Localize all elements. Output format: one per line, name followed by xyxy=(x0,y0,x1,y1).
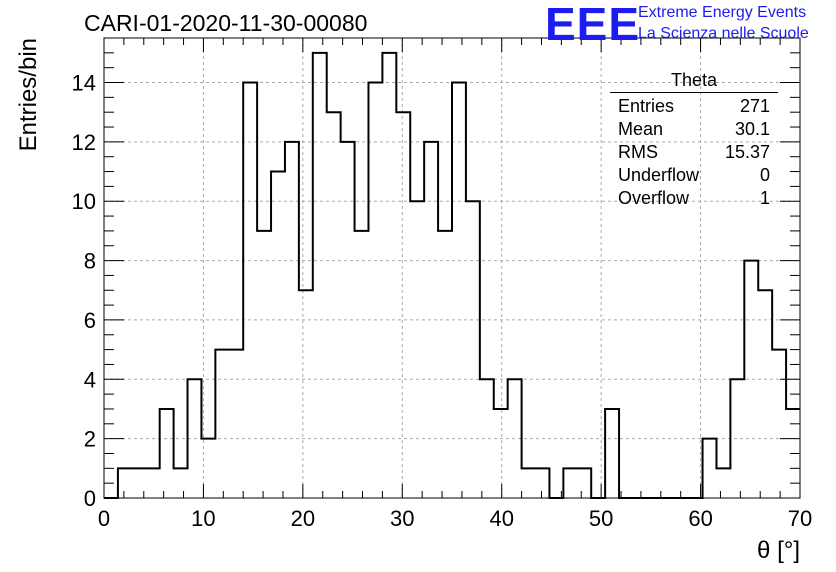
stats-title: Theta xyxy=(610,70,778,93)
x-axis-label: θ [°] xyxy=(757,537,800,564)
y-tick-label: 0 xyxy=(84,486,96,511)
plot-frame xyxy=(103,37,801,499)
stats-row-overflow: Overflow 1 xyxy=(618,188,770,208)
y-tick-label: 6 xyxy=(84,308,96,333)
y-tick-label: 4 xyxy=(84,367,96,392)
stats-row-rms: RMS 15.37 xyxy=(618,142,770,162)
x-tick-label: 30 xyxy=(390,506,414,531)
x-tick-label: 50 xyxy=(589,506,613,531)
x-tick-label: 40 xyxy=(489,506,513,531)
x-tick-label: 60 xyxy=(688,506,712,531)
y-tick-label: 10 xyxy=(72,189,96,214)
logo-line-2: La Scienza nelle Scuole xyxy=(638,25,809,42)
y-tick-label: 8 xyxy=(84,249,96,274)
eee-logo: EEE xyxy=(545,0,641,50)
x-tick-label: 0 xyxy=(98,506,110,531)
x-tick-label: 10 xyxy=(191,506,215,531)
logo-line-1: Extreme Energy Events xyxy=(638,4,807,21)
stats-row-underflow: Underflow 0 xyxy=(618,165,770,185)
y-tick-label: 2 xyxy=(84,427,96,452)
x-tick-label: 20 xyxy=(291,506,315,531)
stats-row-mean: Mean 30.1 xyxy=(618,119,770,139)
chart-title: CARI-01-2020-11-30-00080 xyxy=(84,10,368,36)
stats-box: Theta Entries 271 Mean 30.1 RMS 15.37 Under… xyxy=(610,70,778,210)
y-tick-label: 14 xyxy=(72,71,96,96)
stats-row-entries: Entries 271 xyxy=(618,96,770,116)
y-axis-label: Entries/bin xyxy=(15,38,42,151)
y-tick-label: 12 xyxy=(72,130,96,155)
x-tick-label: 70 xyxy=(788,506,812,531)
tick-labels: 0 10 20 30 40 50 60 70 0 2 4 6 8 10 12 14 xyxy=(72,71,813,531)
